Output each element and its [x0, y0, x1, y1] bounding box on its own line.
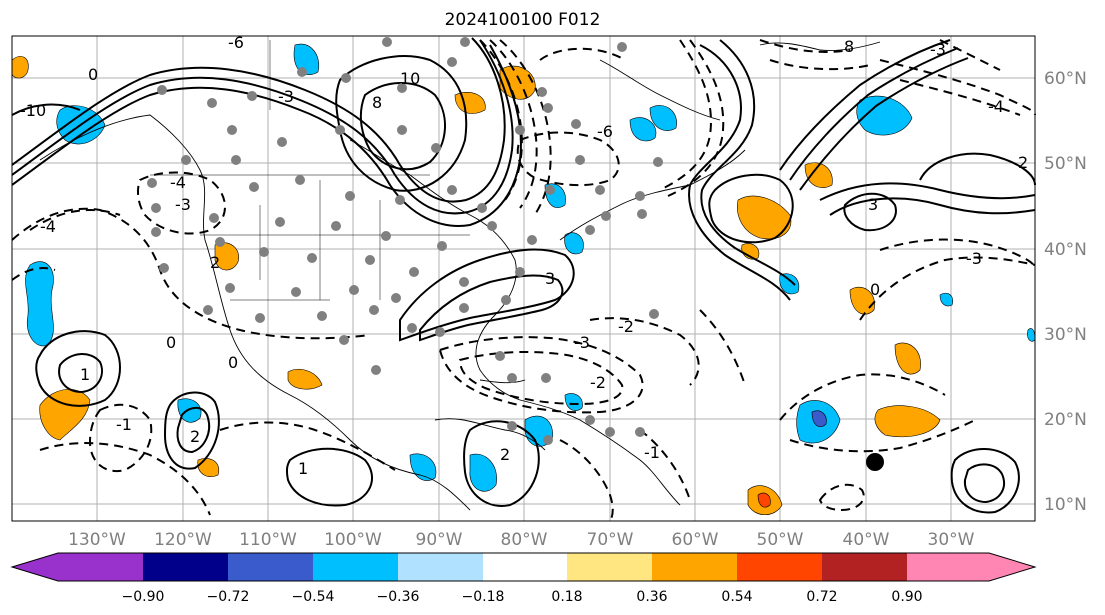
colorbar-segment [907, 553, 989, 581]
contour-label: 1 [80, 365, 90, 384]
lon-label-110w: 110°W [239, 530, 297, 550]
contour-label: 2 [1018, 153, 1028, 172]
map-title: 2024100100 F012 [444, 10, 601, 30]
lat-label-20n: 20°N [1044, 410, 1087, 430]
contour-label: -4 [170, 173, 186, 192]
lon-label-30w: 30°W [928, 530, 975, 550]
colorbar-segment [228, 553, 313, 581]
lat-label-50n: 50°N [1044, 154, 1087, 174]
colorbar-tick-label: −0.36 [377, 589, 420, 605]
contour-label: -2 [618, 317, 634, 336]
colorbar-tick-label: 0.72 [806, 589, 837, 605]
contour-labels: -10 10 -6 -4 -4 -4 -3 -3 3 -3 -2 -2 0 0 … [20, 33, 1028, 478]
contour-label: 3 [545, 269, 555, 288]
longitude-labels: 130°W 120°W 110°W 100°W 90°W 80°W 70°W 6… [68, 530, 975, 550]
contour-label: 10 [400, 69, 420, 88]
colorbar-tick-label: 0.18 [551, 589, 582, 605]
station-dots [147, 37, 663, 445]
contour-label: -3 [278, 87, 294, 106]
colorbar-segment [822, 553, 907, 581]
lon-label-70w: 70°W [587, 530, 634, 550]
colorbar-segment [398, 553, 483, 581]
contour-label: 3 [868, 195, 878, 214]
colorbar-extend-high [989, 553, 1035, 581]
lon-label-130w: 130°W [68, 530, 126, 550]
colorbar-segment [652, 553, 737, 581]
colorbar-extend-low [12, 553, 58, 581]
solid-contours [11, 37, 1036, 514]
lon-label-120w: 120°W [154, 530, 212, 550]
colorbar-tick-label: −0.54 [292, 589, 335, 605]
colorbar-tick-label: 0.54 [721, 589, 752, 605]
contour-label: -10 [20, 101, 46, 120]
colorbar-segment [58, 553, 143, 581]
contour-label: -3 [930, 40, 946, 59]
colorbar-labels: −0.90 −0.72 −0.54 −0.36 −0.18 0.18 0.36 … [122, 589, 923, 605]
contour-label: 0 [228, 353, 238, 372]
colorbar-tick-label: 0.36 [636, 589, 667, 605]
storm-marker [866, 453, 884, 471]
lat-label-40n: 40°N [1044, 240, 1087, 260]
colorbar-tick-label: −0.18 [462, 589, 505, 605]
colorbar-tick-label: −0.72 [207, 589, 250, 605]
contour-label: -2 [590, 373, 606, 392]
contour-label: 0 [166, 333, 176, 352]
lat-label-10n: 10°N [1044, 495, 1087, 515]
contour-label: -6 [228, 33, 244, 52]
lat-label-60n: 60°N [1044, 69, 1087, 89]
contour-label: -4 [988, 97, 1004, 116]
colorbar-segment [483, 553, 567, 581]
colorbar-segment [143, 553, 228, 581]
contour-label: -1 [116, 415, 132, 434]
contour-label: -4 [40, 217, 56, 236]
colorbar-outline [10, 552, 1037, 582]
lon-label-80w: 80°W [501, 530, 548, 550]
contour-label: 8 [844, 37, 854, 56]
contour-label: 0 [88, 65, 98, 84]
colorbar-segment [737, 553, 822, 581]
lat-label-30n: 30°N [1044, 325, 1087, 345]
contour-label: 2 [500, 445, 510, 464]
latitude-labels: 10°N 20°N 30°N 40°N 50°N 60°N [1044, 69, 1087, 515]
borders [150, 40, 470, 301]
lon-label-100w: 100°W [324, 530, 382, 550]
contour-label: 2 [190, 427, 200, 446]
lon-label-40w: 40°W [843, 530, 890, 550]
colorbar-segment [567, 553, 652, 581]
lon-label-90w: 90°W [416, 530, 463, 550]
lon-label-50w: 50°W [757, 530, 804, 550]
contour-label: -6 [597, 122, 613, 141]
map-frame [11, 35, 1036, 522]
colorbar [10, 552, 1037, 582]
dashed-contours [11, 39, 1036, 522]
contour-label: -3 [966, 249, 982, 268]
colorbar-segment [313, 553, 398, 581]
contour-label: -1 [644, 443, 660, 462]
contour-label: 1 [298, 459, 308, 478]
lon-label-60w: 60°W [672, 530, 719, 550]
contour-label: 0 [870, 280, 880, 299]
contour-label: -3 [175, 195, 191, 214]
contour-label: 8 [372, 93, 382, 112]
contour-label: 2 [210, 253, 220, 272]
contour-label: -3 [574, 333, 590, 352]
colorbar-tick-label: −0.90 [122, 589, 165, 605]
colorbar-tick-label: 0.90 [891, 589, 922, 605]
